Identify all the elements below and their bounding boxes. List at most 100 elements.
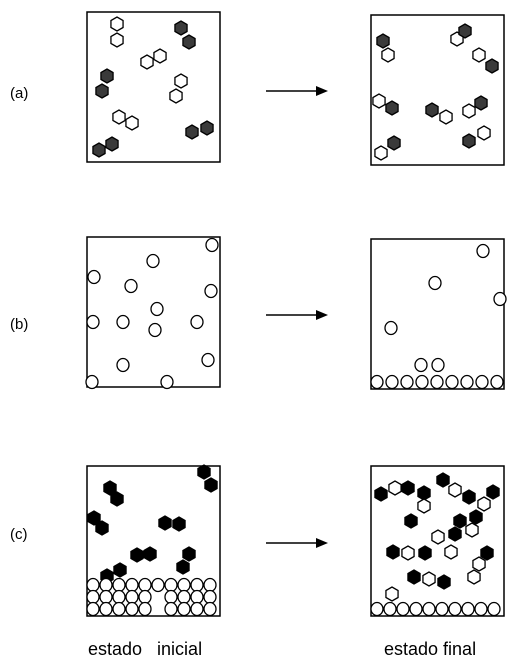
white-hexagon-particle	[153, 48, 167, 64]
white-oval-particle	[190, 589, 204, 605]
white-hexagon-particle	[174, 73, 188, 89]
row-label-c: (c)	[10, 526, 28, 543]
black-hexagon-particle	[130, 547, 144, 563]
white-oval-particle	[138, 577, 152, 593]
white-oval-particle	[396, 601, 410, 617]
black-hexagon-particle	[417, 485, 431, 501]
white-oval-particle	[400, 374, 414, 390]
dark-hexagon-particle	[100, 68, 114, 84]
white-oval-particle	[151, 577, 165, 593]
black-hexagon-particle	[172, 516, 186, 532]
white-oval-particle	[160, 374, 174, 390]
black-hexagon-particle	[197, 464, 211, 480]
white-hexagon-particle	[169, 88, 183, 104]
particles-b-initial	[85, 237, 219, 390]
white-oval-particle	[190, 314, 204, 330]
black-hexagon-particle	[404, 513, 418, 529]
dark-hexagon-particle	[385, 100, 399, 116]
particles-c-initial	[86, 464, 218, 617]
white-oval-particle	[490, 374, 504, 390]
white-oval-particle	[430, 374, 444, 390]
white-oval-particle	[112, 589, 126, 605]
white-hexagon-particle	[431, 529, 445, 545]
white-hexagon-particle	[140, 54, 154, 70]
white-oval-particle	[203, 589, 217, 605]
dark-hexagon-particle	[474, 95, 488, 111]
dark-hexagon-particle	[462, 133, 476, 149]
black-hexagon-particle	[182, 546, 196, 562]
white-oval-particle	[177, 589, 191, 605]
white-oval-particle	[383, 601, 397, 617]
white-oval-particle	[138, 589, 152, 605]
white-oval-particle	[112, 601, 126, 617]
white-oval-particle	[164, 589, 178, 605]
white-oval-particle	[205, 237, 219, 253]
dark-hexagon-particle	[458, 23, 472, 39]
white-oval-particle	[177, 601, 191, 617]
white-hexagon-particle	[444, 544, 458, 560]
dark-hexagon-particle	[200, 120, 214, 136]
white-hexagon-particle	[125, 115, 139, 131]
arrow-a	[266, 86, 328, 96]
white-hexagon-particle	[462, 103, 476, 119]
white-oval-particle	[203, 577, 217, 593]
black-hexagon-particle	[401, 480, 415, 496]
white-hexagon-particle	[472, 47, 486, 63]
white-hexagon-particle	[467, 569, 481, 585]
black-hexagon-particle	[158, 515, 172, 531]
white-oval-particle	[431, 357, 445, 373]
black-hexagon-particle	[143, 546, 157, 562]
white-oval-particle	[201, 352, 215, 368]
white-oval-particle	[116, 357, 130, 373]
white-hexagon-particle	[372, 93, 386, 109]
dark-hexagon-particle	[105, 136, 119, 152]
white-oval-particle	[203, 601, 217, 617]
particles-c-final	[370, 472, 501, 617]
black-hexagon-particle	[204, 477, 218, 493]
white-oval-particle	[445, 374, 459, 390]
particles-a-final	[372, 23, 499, 161]
white-oval-particle	[116, 314, 130, 330]
panel-a-initial	[86, 11, 221, 163]
white-oval-particle	[86, 589, 100, 605]
dark-hexagon-particle	[376, 33, 390, 49]
white-hexagon-particle	[401, 545, 415, 561]
white-hexagon-particle	[112, 109, 126, 125]
white-oval-particle	[150, 301, 164, 317]
white-oval-particle	[85, 374, 99, 390]
dark-hexagon-particle	[92, 142, 106, 158]
black-hexagon-particle	[87, 510, 101, 526]
black-hexagon-particle	[418, 545, 432, 561]
black-hexagon-particle	[374, 486, 388, 502]
white-hexagon-particle	[448, 482, 462, 498]
caption-initial-state: estado inicial	[88, 639, 202, 659]
white-oval-particle	[385, 374, 399, 390]
black-hexagon-particle	[407, 569, 421, 585]
arrow-b	[266, 310, 328, 320]
white-hexagon-particle	[477, 125, 491, 141]
white-hexagon-particle	[110, 32, 124, 48]
dark-hexagon-particle	[425, 102, 439, 118]
white-oval-particle	[99, 577, 113, 593]
white-hexagon-particle	[110, 16, 124, 32]
white-oval-particle	[146, 253, 160, 269]
white-oval-particle	[475, 374, 489, 390]
white-oval-particle	[370, 374, 384, 390]
white-oval-particle	[370, 601, 384, 617]
black-hexagon-particle	[113, 562, 127, 578]
white-oval-particle	[190, 577, 204, 593]
caption-final-state: estado final	[384, 639, 476, 659]
white-hexagon-particle	[388, 480, 402, 496]
black-hexagon-particle	[448, 526, 462, 542]
white-oval-particle	[493, 291, 507, 307]
white-oval-particle	[164, 601, 178, 617]
particles-a-initial	[92, 16, 214, 158]
white-oval-particle	[384, 320, 398, 336]
white-oval-particle	[112, 577, 126, 593]
white-oval-particle	[435, 601, 449, 617]
white-oval-particle	[177, 577, 191, 593]
white-oval-particle	[86, 314, 100, 330]
white-oval-particle	[99, 601, 113, 617]
white-hexagon-particle	[465, 522, 479, 538]
